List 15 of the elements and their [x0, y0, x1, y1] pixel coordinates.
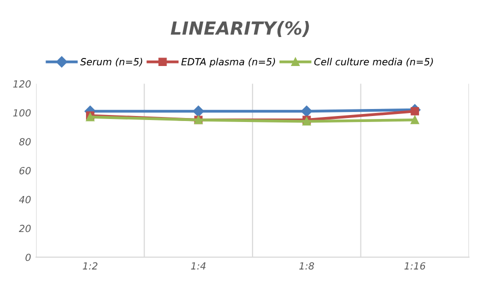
y-tick-label: 40: [19, 196, 31, 204]
y-tick-label: 60: [19, 166, 31, 174]
y-tick-label: 20: [18, 224, 31, 232]
x-tick-label: 1:16: [404, 262, 426, 270]
x-tick-label: 1:2: [82, 262, 98, 270]
legend-label: Serum (n=5): [80, 58, 142, 67]
y-tick-label: 0: [26, 254, 31, 262]
y-tick-label: 100: [13, 109, 31, 117]
x-tick-label: 1:4: [191, 262, 206, 270]
legend-label: Cell culture media (n=5): [314, 58, 433, 67]
legend-label: EDTA plasma (n=5): [181, 58, 275, 68]
x-tick-label: 1:8: [299, 262, 314, 270]
y-tick-label: 120: [13, 80, 31, 88]
chart-title: LINEARITY(%): [170, 20, 309, 38]
y-tick-label: 80: [19, 138, 31, 146]
